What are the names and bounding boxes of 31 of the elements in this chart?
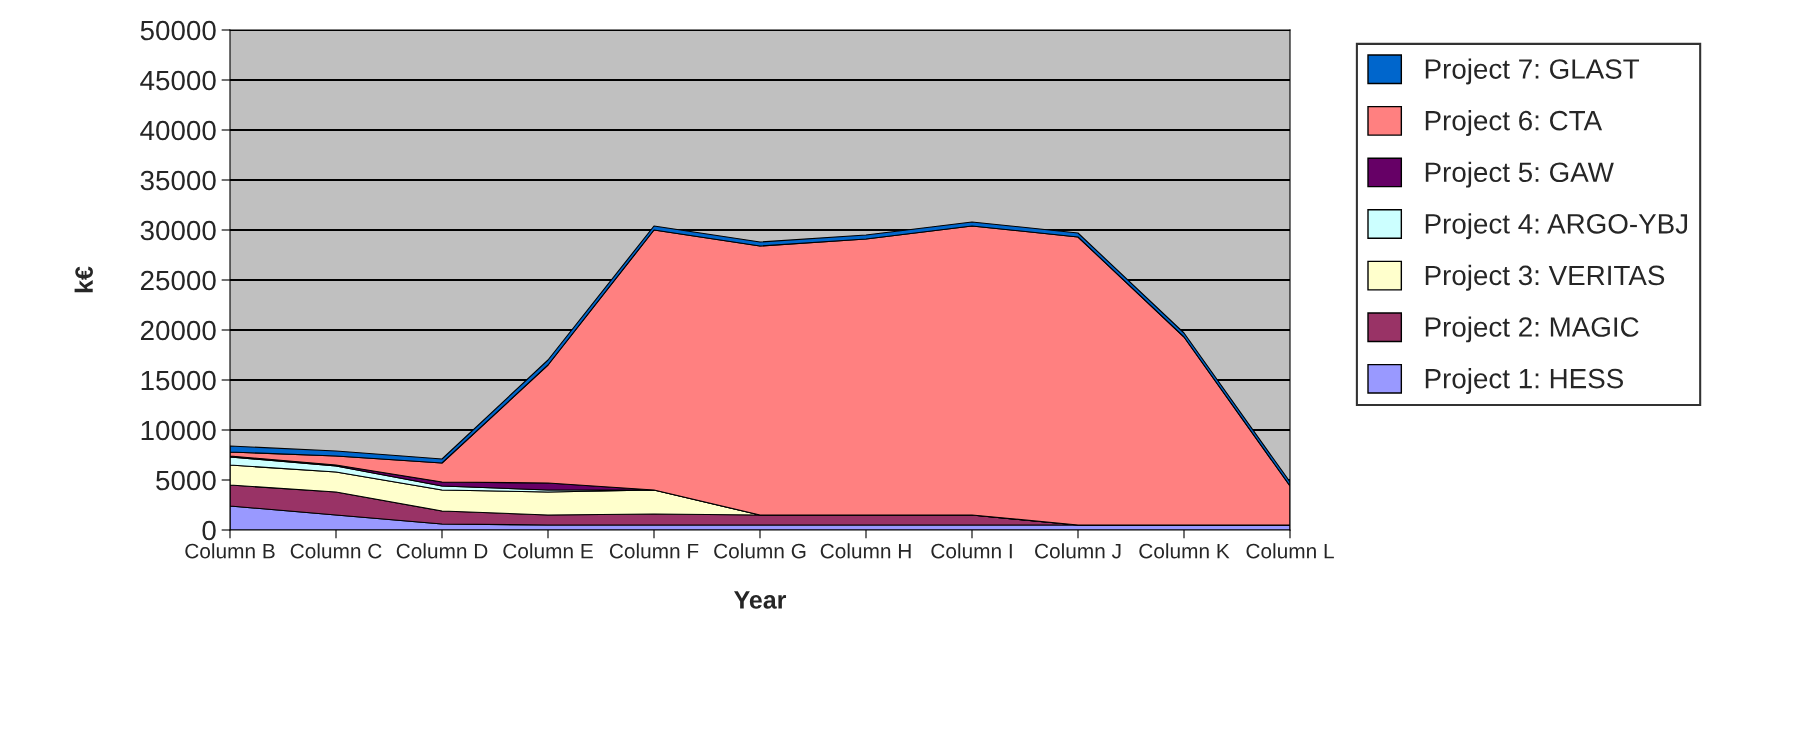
- y-tick-label: 35000: [140, 170, 216, 191]
- x-tick-label: Column D: [396, 543, 488, 559]
- legend-label: Project 3: VERITAS: [1425, 264, 1665, 291]
- y-tick-label: 25000: [140, 270, 216, 291]
- legend-label: Project 5: GAW: [1425, 161, 1614, 188]
- y-tick-label: 50000: [140, 20, 216, 41]
- x-tick-label: Column L: [1246, 543, 1334, 559]
- y-tick-label: 40000: [140, 120, 216, 141]
- y-tick-label: 10000: [141, 420, 216, 441]
- x-tick-label: Column C: [290, 543, 382, 559]
- x-tick-label: Column I: [931, 543, 1012, 559]
- x-tick-label: Column K: [1139, 543, 1230, 559]
- y-axis-title: k€: [74, 266, 93, 293]
- x-tick-label: Column B: [185, 543, 275, 559]
- y-tick-label: 0: [202, 520, 216, 541]
- legend-label: Project 1: HESS: [1425, 368, 1623, 394]
- legend-label: Project 6: CTA: [1425, 110, 1603, 136]
- x-axis-title: Year: [734, 591, 787, 609]
- legend-label: Project 2: MAGIC: [1425, 316, 1639, 343]
- x-tick-label: Column H: [820, 543, 911, 559]
- x-tick-label: Column J: [1035, 543, 1121, 559]
- legend-label: Project 7: GLAST: [1425, 58, 1640, 85]
- x-tick-label: Column E: [503, 543, 593, 559]
- x-tick-label: Column G: [714, 543, 806, 559]
- y-tick-label: 20000: [140, 320, 216, 341]
- y-tick-label: 15000: [141, 370, 216, 391]
- legend-label: Project 4: ARGO-YBJ: [1425, 213, 1688, 240]
- y-tick-label: 30000: [140, 220, 216, 241]
- y-tick-label: 5000: [156, 470, 216, 491]
- y-tick-label: 45000: [140, 70, 216, 91]
- x-tick-label: Column F: [609, 543, 699, 559]
